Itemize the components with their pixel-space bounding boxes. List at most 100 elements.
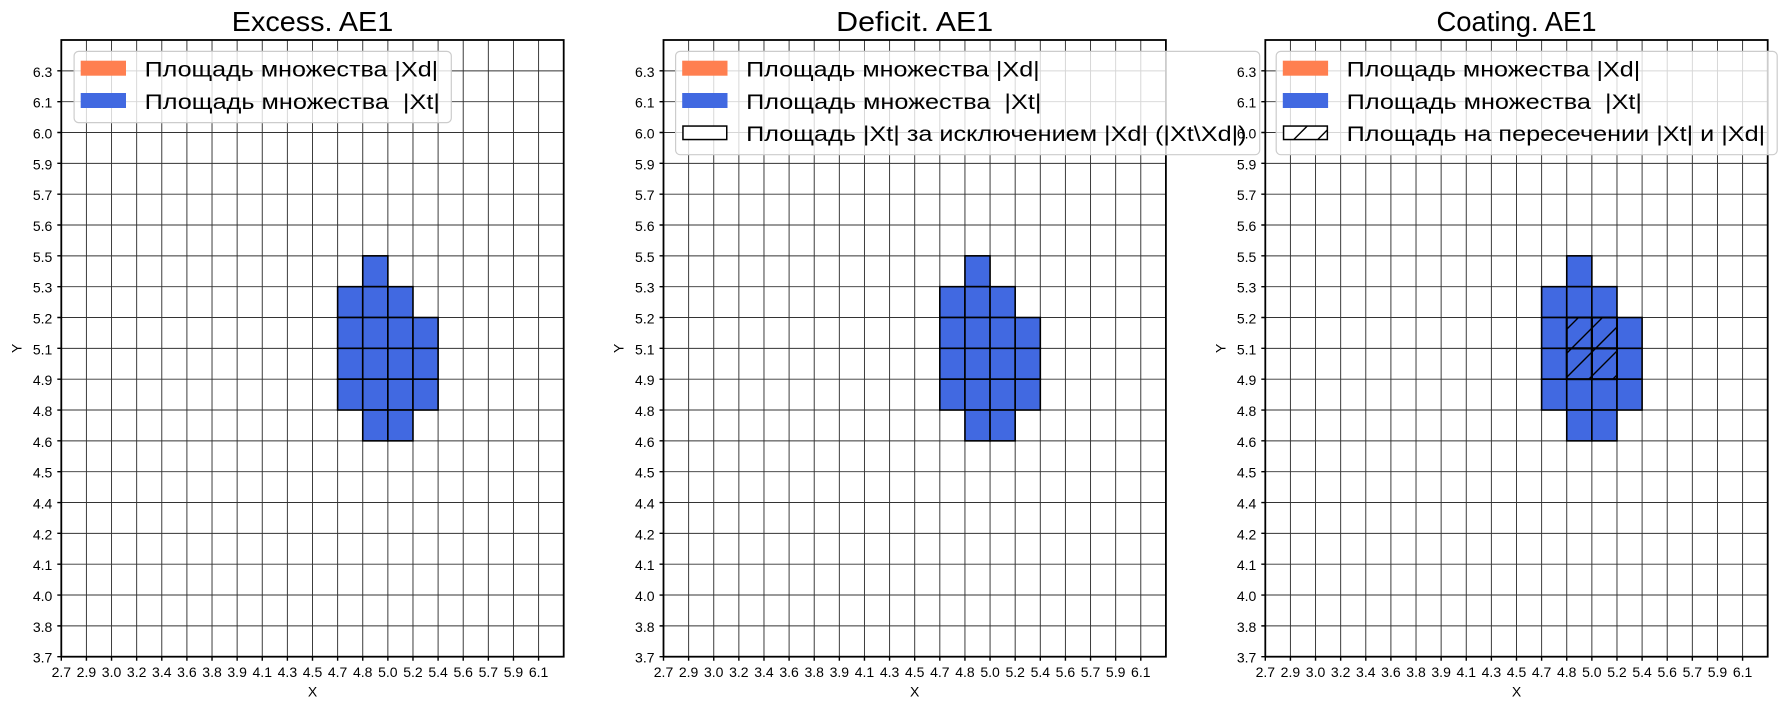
svg-text:Excess. AE1: Excess. AE1	[232, 6, 394, 37]
svg-text:Площадь множества |Xd|: Площадь множества |Xd|	[746, 59, 1040, 82]
svg-text:5.6: 5.6	[635, 218, 655, 234]
svg-text:3.8: 3.8	[804, 664, 824, 680]
svg-text:X: X	[910, 684, 920, 700]
svg-text:5.4: 5.4	[1031, 664, 1051, 680]
svg-text:3.2: 3.2	[127, 664, 147, 680]
svg-text:6.1: 6.1	[33, 95, 53, 111]
svg-text:6.1: 6.1	[1733, 664, 1753, 680]
svg-text:6.1: 6.1	[529, 664, 549, 680]
svg-text:4.4: 4.4	[635, 496, 655, 512]
svg-text:6.0: 6.0	[33, 126, 53, 142]
svg-text:6.1: 6.1	[1237, 95, 1257, 111]
svg-text:5.5: 5.5	[33, 249, 53, 265]
svg-text:3.7: 3.7	[635, 650, 655, 666]
svg-text:5.6: 5.6	[1237, 218, 1257, 234]
svg-text:Deficit. AE1: Deficit. AE1	[836, 6, 993, 37]
svg-text:4.4: 4.4	[1237, 496, 1257, 512]
svg-text:3.8: 3.8	[1237, 619, 1257, 635]
svg-text:Coating. AE1: Coating. AE1	[1437, 6, 1597, 37]
svg-text:5.3: 5.3	[1237, 280, 1257, 296]
svg-text:6.0: 6.0	[1237, 126, 1257, 142]
svg-text:Площадь множества |Xd|: Площадь множества |Xd|	[1347, 59, 1641, 82]
svg-text:4.0: 4.0	[1237, 588, 1257, 604]
svg-text:4.1: 4.1	[1457, 664, 1477, 680]
svg-text:2.7: 2.7	[1256, 664, 1276, 680]
svg-text:4.1: 4.1	[253, 664, 273, 680]
svg-text:5.1: 5.1	[635, 341, 655, 357]
svg-text:Площадь |Xt| за исключением |X: Площадь |Xt| за исключением |Xd| (|Xt\Xd…	[746, 123, 1247, 146]
svg-text:5.7: 5.7	[479, 664, 499, 680]
svg-text:4.0: 4.0	[635, 588, 655, 604]
svg-text:3.6: 3.6	[779, 664, 799, 680]
svg-text:3.2: 3.2	[729, 664, 749, 680]
svg-text:Площадь множества |Xd|: Площадь множества |Xd|	[145, 59, 439, 82]
svg-text:4.2: 4.2	[1237, 526, 1257, 542]
svg-text:X: X	[308, 684, 318, 700]
svg-text:5.2: 5.2	[1237, 311, 1257, 327]
svg-text:X: X	[1512, 684, 1522, 700]
svg-text:4.7: 4.7	[930, 664, 950, 680]
svg-text:3.8: 3.8	[1406, 664, 1426, 680]
svg-text:5.1: 5.1	[33, 341, 53, 357]
svg-text:4.8: 4.8	[1237, 403, 1257, 419]
svg-text:6.0: 6.0	[635, 126, 655, 142]
svg-text:3.8: 3.8	[635, 619, 655, 635]
svg-text:5.9: 5.9	[504, 664, 524, 680]
svg-text:2.9: 2.9	[77, 664, 97, 680]
svg-text:3.7: 3.7	[33, 650, 53, 666]
svg-text:5.0: 5.0	[1582, 664, 1602, 680]
svg-text:5.5: 5.5	[1237, 249, 1257, 265]
svg-text:4.8: 4.8	[353, 664, 373, 680]
svg-text:6.3: 6.3	[1237, 64, 1257, 80]
svg-text:3.9: 3.9	[1431, 664, 1451, 680]
svg-text:5.9: 5.9	[1708, 664, 1728, 680]
svg-text:5.4: 5.4	[428, 664, 448, 680]
svg-text:5.5: 5.5	[635, 249, 655, 265]
svg-text:4.8: 4.8	[635, 403, 655, 419]
svg-text:4.8: 4.8	[955, 664, 975, 680]
svg-text:5.2: 5.2	[1005, 664, 1025, 680]
svg-text:3.8: 3.8	[202, 664, 222, 680]
svg-text:3.9: 3.9	[830, 664, 850, 680]
svg-text:5.3: 5.3	[33, 280, 53, 296]
svg-text:4.5: 4.5	[33, 465, 53, 481]
svg-text:4.0: 4.0	[33, 588, 53, 604]
svg-text:4.1: 4.1	[855, 664, 875, 680]
svg-text:4.2: 4.2	[33, 526, 53, 542]
svg-text:4.5: 4.5	[635, 465, 655, 481]
svg-text:5.7: 5.7	[635, 187, 655, 203]
svg-text:4.7: 4.7	[328, 664, 348, 680]
svg-text:4.8: 4.8	[33, 403, 53, 419]
svg-text:Y: Y	[9, 343, 25, 353]
svg-text:4.1: 4.1	[33, 557, 53, 573]
svg-text:2.7: 2.7	[52, 664, 72, 680]
svg-text:6.1: 6.1	[1131, 664, 1151, 680]
svg-text:5.6: 5.6	[1056, 664, 1076, 680]
svg-text:6.3: 6.3	[33, 64, 53, 80]
svg-text:3.0: 3.0	[704, 664, 724, 680]
svg-text:5.7: 5.7	[1237, 187, 1257, 203]
svg-text:2.9: 2.9	[679, 664, 699, 680]
svg-text:5.6: 5.6	[33, 218, 53, 234]
svg-text:Площадь множества |Xt|: Площадь множества |Xt|	[145, 91, 440, 114]
svg-text:5.7: 5.7	[1081, 664, 1101, 680]
svg-text:3.4: 3.4	[1356, 664, 1376, 680]
svg-text:5.1: 5.1	[1237, 341, 1257, 357]
svg-text:4.5: 4.5	[1237, 465, 1257, 481]
svg-text:3.9: 3.9	[227, 664, 247, 680]
svg-text:4.3: 4.3	[278, 664, 298, 680]
svg-text:2.7: 2.7	[654, 664, 674, 680]
svg-text:5.3: 5.3	[635, 280, 655, 296]
svg-text:4.4: 4.4	[33, 496, 53, 512]
svg-text:3.6: 3.6	[1381, 664, 1401, 680]
svg-text:5.0: 5.0	[378, 664, 398, 680]
svg-text:5.4: 5.4	[1632, 664, 1652, 680]
svg-text:3.0: 3.0	[102, 664, 122, 680]
svg-text:4.9: 4.9	[33, 372, 53, 388]
svg-text:4.8: 4.8	[1557, 664, 1577, 680]
svg-text:2.9: 2.9	[1281, 664, 1301, 680]
svg-text:Y: Y	[611, 343, 627, 353]
svg-text:4.7: 4.7	[1532, 664, 1552, 680]
svg-text:5.2: 5.2	[33, 311, 53, 327]
svg-text:Площадь на пересечении |Xt| и: Площадь на пересечении |Xt| и |Xd|	[1347, 123, 1766, 146]
